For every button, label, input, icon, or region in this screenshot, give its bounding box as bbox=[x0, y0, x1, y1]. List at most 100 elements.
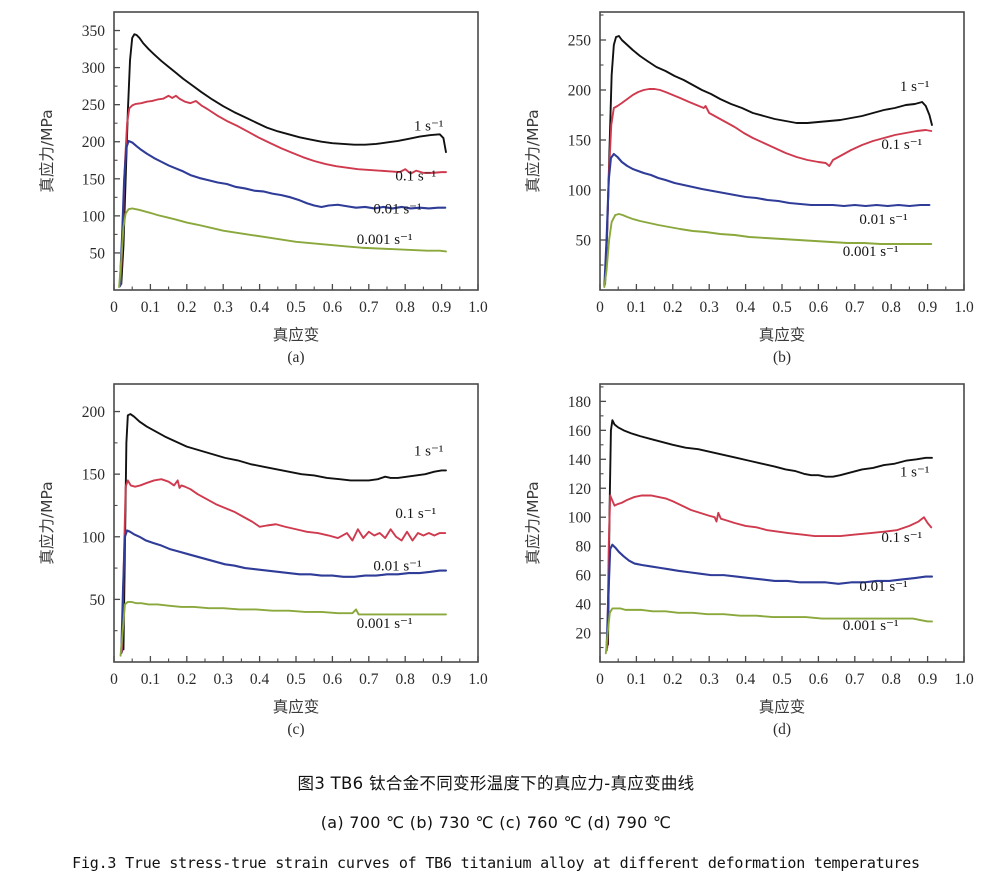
y-tick-label: 40 bbox=[576, 597, 592, 614]
curve-0.1s bbox=[119, 94, 447, 287]
curve-1s bbox=[122, 413, 447, 651]
x-tick-label: 1.0 bbox=[468, 299, 488, 316]
x-tick-label: 0.8 bbox=[882, 299, 902, 316]
y-axis-title: 真应力/MPa bbox=[523, 481, 542, 564]
x-tick-label: 0.3 bbox=[214, 299, 234, 316]
x-tick-label: 0.9 bbox=[432, 299, 452, 316]
y-tick-label: 100 bbox=[82, 529, 106, 546]
series-label: 1 s⁻¹ bbox=[900, 465, 930, 481]
chart-svg-b: 0 0.1 0.2 0.3 0.4 0.5 0.6 0.7 0.8 0.9 1.0 50 100 150 2… bbox=[523, 11, 974, 366]
figure-caption: 图3 TB6 钛合金不同变形温度下的真应力-真应变曲线 (a) 700 ℃ (b… bbox=[0, 758, 992, 878]
y-tick-label: 160 bbox=[568, 423, 592, 440]
chart-svg-a: 0 0.1 0.2 0.3 0.4 0.5 0.6 0.7 0.8 0.9 1.0 50 100 150 2… bbox=[37, 11, 488, 366]
caption-chinese-title: 图3 TB6 钛合金不同变形温度下的真应力-真应变曲线 bbox=[297, 774, 695, 793]
curve-0.1s bbox=[121, 478, 447, 653]
curve-1s bbox=[120, 33, 447, 286]
y-tick-label: 150 bbox=[568, 133, 592, 150]
x-tick-label: 0.2 bbox=[177, 671, 196, 688]
series-label: 0.001 s⁻¹ bbox=[843, 244, 899, 260]
x-axis-title: 真应变 bbox=[273, 325, 320, 344]
series-label: 1 s⁻¹ bbox=[900, 79, 930, 95]
caption-english: Fig.3 True stress-true strain curves of … bbox=[72, 854, 920, 872]
y-tick-label: 150 bbox=[82, 467, 106, 484]
curve-1s bbox=[604, 35, 933, 285]
x-tick-label: 0.9 bbox=[432, 671, 452, 688]
y-tick-label: 200 bbox=[82, 404, 106, 421]
chart-svg-c: 0 0.1 0.2 0.3 0.4 0.5 0.6 0.7 0.8 0.9 1.0 50 100 150 2… bbox=[37, 383, 488, 738]
chart-panel-b: 0 0.1 0.2 0.3 0.4 0.5 0.6 0.7 0.8 0.9 1.0 50 100 150 2… bbox=[500, 0, 978, 368]
series-label: 1 s⁻¹ bbox=[414, 443, 444, 459]
series-label: 0.1 s⁻¹ bbox=[881, 530, 922, 546]
panel-grid: 0 0.1 0.2 0.3 0.4 0.5 0.6 0.7 0.8 0.9 1.0 50 100 150 2… bbox=[37, 0, 978, 738]
x-tick-label: 0.1 bbox=[627, 671, 646, 688]
y-tick-label: 200 bbox=[568, 83, 592, 100]
series-label: 0.001 s⁻¹ bbox=[357, 616, 413, 632]
x-tick-label: 0.4 bbox=[250, 299, 270, 316]
x-tick-label: 0 bbox=[110, 671, 118, 688]
x-tick-label: 0.7 bbox=[359, 671, 379, 688]
x-axis-title: 真应变 bbox=[759, 325, 806, 344]
y-tick-label: 250 bbox=[568, 33, 592, 50]
plot-frame bbox=[113, 383, 479, 663]
x-tick-label: 0.1 bbox=[141, 299, 160, 316]
panel-tag: (a) bbox=[287, 349, 304, 366]
curve-0.001s bbox=[118, 207, 447, 288]
x-tick-label: 0 bbox=[110, 299, 118, 316]
caption-chinese-subpanels: (a) 700 ℃ (b) 730 ℃ (c) 760 ℃ (d) 790 ℃ bbox=[320, 813, 672, 832]
x-axis-title: 真应变 bbox=[273, 697, 320, 716]
x-tick-label: 0.8 bbox=[396, 671, 416, 688]
x-tick-label: 0.2 bbox=[663, 671, 682, 688]
series-label: 0.1 s⁻¹ bbox=[395, 168, 436, 184]
series-label: 0.01 s⁻¹ bbox=[373, 559, 421, 575]
x-tick-label: 0 bbox=[596, 671, 604, 688]
x-tick-label: 0.7 bbox=[845, 299, 865, 316]
y-tick-label: 60 bbox=[576, 568, 592, 585]
curve-1s bbox=[607, 419, 933, 646]
y-axis-title: 真应力/MPa bbox=[523, 109, 542, 192]
curve-0.001s bbox=[119, 600, 447, 657]
x-tick-label: 0.4 bbox=[736, 671, 756, 688]
curve-0.01s bbox=[120, 529, 448, 655]
y-tick-label: 180 bbox=[568, 394, 592, 411]
x-tick-label: 0.6 bbox=[809, 299, 829, 316]
x-tick-label: 1.0 bbox=[468, 671, 488, 688]
x-tick-label: 0.2 bbox=[177, 299, 196, 316]
x-tick-label: 1.0 bbox=[954, 299, 974, 316]
x-tick-label: 0.4 bbox=[736, 299, 756, 316]
x-tick-label: 0.9 bbox=[918, 299, 938, 316]
plot-frame bbox=[599, 383, 965, 663]
series-label: 0.01 s⁻¹ bbox=[859, 579, 907, 595]
y-tick-label: 80 bbox=[576, 539, 592, 556]
y-tick-label: 20 bbox=[576, 626, 592, 643]
curve-0.001s bbox=[604, 607, 933, 655]
y-tick-label: 250 bbox=[82, 97, 106, 114]
y-axis-title: 真应力/MPa bbox=[37, 481, 56, 564]
x-tick-label: 0.4 bbox=[250, 671, 270, 688]
y-tick-label: 50 bbox=[576, 233, 592, 250]
x-tick-label: 0.6 bbox=[323, 299, 343, 316]
x-tick-label: 0.5 bbox=[286, 299, 306, 316]
y-axis-title: 真应力/MPa bbox=[37, 109, 56, 192]
x-tick-label: 0.2 bbox=[663, 299, 682, 316]
x-tick-label: 0.8 bbox=[882, 671, 902, 688]
curve-0.01s bbox=[118, 139, 447, 288]
curve-0.1s bbox=[606, 494, 933, 649]
y-tick-label: 50 bbox=[90, 245, 106, 262]
y-tick-label: 150 bbox=[82, 171, 106, 188]
panel-tag: (d) bbox=[773, 721, 791, 738]
x-tick-label: 0.3 bbox=[214, 671, 234, 688]
series-label: 0.1 s⁻¹ bbox=[395, 506, 436, 522]
x-tick-label: 0.9 bbox=[918, 671, 938, 688]
series-label: 0.001 s⁻¹ bbox=[357, 232, 413, 248]
y-tick-label: 100 bbox=[568, 510, 592, 527]
x-tick-label: 0.3 bbox=[700, 299, 720, 316]
x-tick-label: 1.0 bbox=[954, 671, 974, 688]
x-tick-label: 0.8 bbox=[396, 299, 416, 316]
curve-0.1s bbox=[603, 88, 933, 286]
y-tick-label: 350 bbox=[82, 23, 106, 40]
x-tick-label: 0.6 bbox=[809, 671, 829, 688]
x-tick-label: 0.5 bbox=[286, 671, 306, 688]
y-tick-label: 200 bbox=[82, 134, 106, 151]
series-label: 0.01 s⁻¹ bbox=[373, 202, 421, 218]
